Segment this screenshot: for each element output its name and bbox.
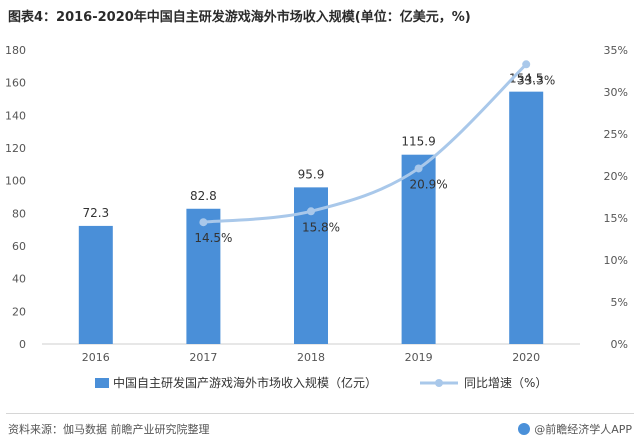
y-right-tick-label: 0%: [611, 338, 628, 351]
growth-value-label: 33.3%: [517, 73, 555, 87]
x-tick-label: 2020: [512, 351, 540, 364]
bar-2020: [509, 91, 544, 345]
bar-value-label: 82.8: [190, 189, 217, 203]
bar-value-label: 95.9: [298, 167, 325, 181]
bar-value-label: 115.9: [401, 135, 435, 149]
y-right-tick-label: 20%: [604, 170, 628, 183]
footer-divider: [6, 413, 634, 414]
y-left-tick-label: 80: [12, 207, 26, 220]
y-left-tick-label: 140: [5, 109, 26, 122]
y-right-tick-label: 10%: [604, 254, 628, 267]
growth-value-label: 20.9%: [410, 177, 448, 191]
y-left-tick-label: 60: [12, 240, 26, 253]
source-note: 资料来源：伽马数据 前瞻产业研究院整理: [8, 423, 210, 436]
brand-credit: @前瞻经济学人APP: [518, 421, 632, 437]
x-tick-label: 2017: [189, 351, 217, 364]
x-tick-label: 2019: [405, 351, 433, 364]
growth-point-2020: [522, 60, 531, 69]
brand-text: @前瞻经济学人APP: [534, 423, 632, 436]
y-left-tick-label: 100: [5, 175, 26, 188]
legend-bar-label: 中国自主研发国产游戏海外市场收入规模（亿元）: [113, 375, 377, 390]
chart-title: 图表4：2016-2020年中国自主研发游戏海外市场收入规模(单位：亿美元，%): [8, 10, 471, 25]
x-tick-label: 2016: [82, 351, 110, 364]
bar-2016: [78, 225, 113, 344]
growth-value-label: 14.5%: [194, 231, 232, 245]
y-right-tick-label: 30%: [604, 86, 628, 99]
growth-point-2019: [414, 164, 423, 173]
y-right-tick-label: 35%: [604, 44, 628, 57]
y-left-tick-label: 40: [12, 273, 26, 286]
brand-logo-icon: [518, 423, 531, 435]
bar-value-label: 72.3: [82, 206, 109, 220]
y-right-tick-label: 25%: [604, 128, 628, 141]
legend-line-label: 同比增速（%）: [464, 376, 547, 390]
y-right-tick-label: 5%: [611, 296, 628, 309]
legend-line-marker: [435, 379, 443, 387]
growth-line: [203, 63, 528, 224]
bar-2017: [186, 208, 221, 344]
bar-2019: [401, 154, 436, 344]
y-left-tick-label: 20: [12, 305, 26, 318]
y-left-tick-label: 120: [5, 142, 26, 155]
growth-point-2018: [307, 207, 315, 216]
y-left-tick-label: 0: [19, 338, 26, 351]
growth-value-label: 15.8%: [302, 220, 340, 234]
legend-bar-swatch: [95, 378, 109, 388]
y-left-tick-label: 180: [5, 44, 26, 57]
growth-point-2017: [199, 218, 208, 227]
combo-chart: 0 20 40 60 80 100 120 140 160 180 0% 5% 10% 15% 20% 25%…: [5, 44, 628, 390]
y-left-tick-label: 160: [5, 77, 26, 90]
x-tick-label: 2018: [297, 351, 325, 364]
y-right-tick-label: 15%: [604, 212, 628, 225]
